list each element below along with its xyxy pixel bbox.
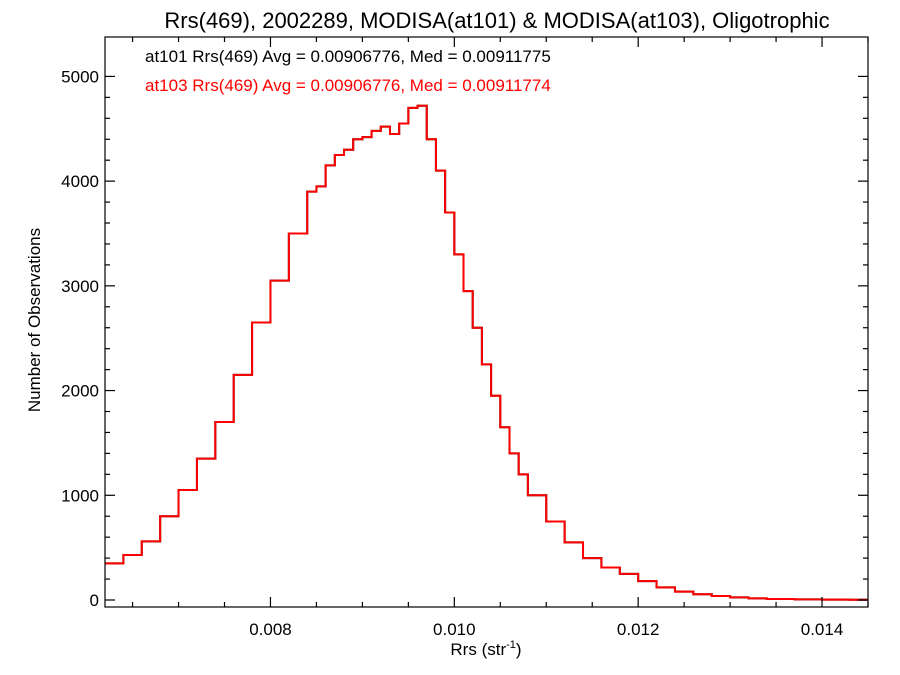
y-tick-label: 0 — [90, 591, 99, 610]
x-tick-label: 0.008 — [249, 620, 292, 639]
y-axis-label: Number of Observations — [25, 228, 44, 412]
y-axis-ticks: 0 1000 2000 3000 4000 5000 — [61, 67, 868, 610]
legend-annotation-at103: at103 Rrs(469) Avg = 0.00906776, Med = 0… — [145, 76, 551, 95]
x-tick-label: 0.012 — [617, 620, 660, 639]
y-tick-label: 1000 — [61, 486, 99, 505]
x-axis-ticks: 0.008 0.010 0.012 0.014 — [131, 37, 869, 639]
x-tick-label: 0.014 — [801, 620, 844, 639]
chart-title: Rrs(469), 2002289, MODISA(at101) & MODIS… — [164, 8, 829, 33]
plot-frame — [104, 36, 869, 608]
y-tick-label: 5000 — [61, 67, 99, 86]
y-tick-label: 3000 — [61, 277, 99, 296]
y-tick-label: 2000 — [61, 382, 99, 401]
y-tick-label: 4000 — [61, 172, 99, 191]
legend-annotation-at101: at101 Rrs(469) Avg = 0.00906776, Med = 0… — [145, 47, 551, 66]
series-layer — [105, 104, 868, 601]
x-tick-label: 0.010 — [433, 620, 476, 639]
series-line-at103 — [105, 104, 868, 601]
x-axis-label: Rrs (str-1) — [450, 639, 521, 659]
series-line-at101 — [105, 104, 868, 601]
